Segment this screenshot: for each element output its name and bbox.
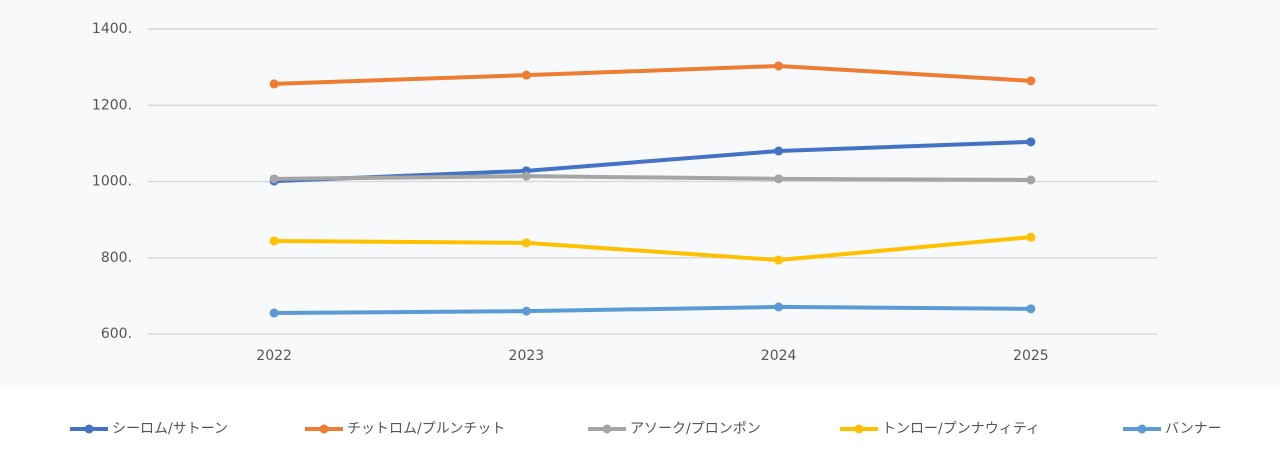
data-point [1026, 232, 1036, 242]
legend-marker [854, 424, 864, 434]
legend-marker [1137, 424, 1147, 434]
data-point [269, 79, 279, 89]
series-line [274, 235, 1032, 263]
data-point [774, 146, 784, 156]
data-point [521, 171, 531, 181]
data-point [521, 70, 531, 80]
legend-label: チットロム/プルンチット [347, 421, 505, 437]
data-point [521, 306, 531, 316]
data-point [774, 255, 784, 265]
data-point [1026, 304, 1036, 314]
legend-label: アソーク/プロンポン [630, 421, 761, 437]
legend-marker [602, 424, 612, 434]
data-point [774, 174, 784, 184]
y-tick-label: 600. [101, 326, 132, 342]
data-point [269, 308, 279, 318]
legend-label: バンナー [1165, 421, 1222, 437]
x-tick-label: 2022 [256, 348, 292, 364]
plot-background [0, 0, 1280, 385]
data-point [1026, 175, 1036, 185]
series-line [274, 174, 1031, 182]
legend-marker [319, 424, 329, 434]
y-tick-label: 800. [101, 250, 132, 266]
data-point [1026, 76, 1036, 86]
data-point [774, 302, 784, 312]
data-point [269, 236, 279, 246]
x-tick-label: 2025 [1013, 348, 1049, 364]
x-tick-label: 2024 [761, 348, 797, 364]
data-point [774, 61, 784, 71]
legend-label: シーロム/サトーン [112, 421, 228, 437]
series-line [274, 63, 1031, 86]
y-tick-label: 1400. [92, 21, 132, 37]
x-tick-label: 2023 [509, 348, 545, 364]
y-tick-label: 1200. [92, 97, 132, 113]
y-tick-label: 1000. [92, 174, 132, 190]
data-point [1026, 137, 1036, 147]
legend-marker [84, 424, 94, 434]
legend-label: トンロー/プンナウィティ [882, 421, 1040, 437]
data-point [521, 238, 531, 248]
data-point [269, 174, 279, 184]
series-line [274, 304, 1031, 316]
